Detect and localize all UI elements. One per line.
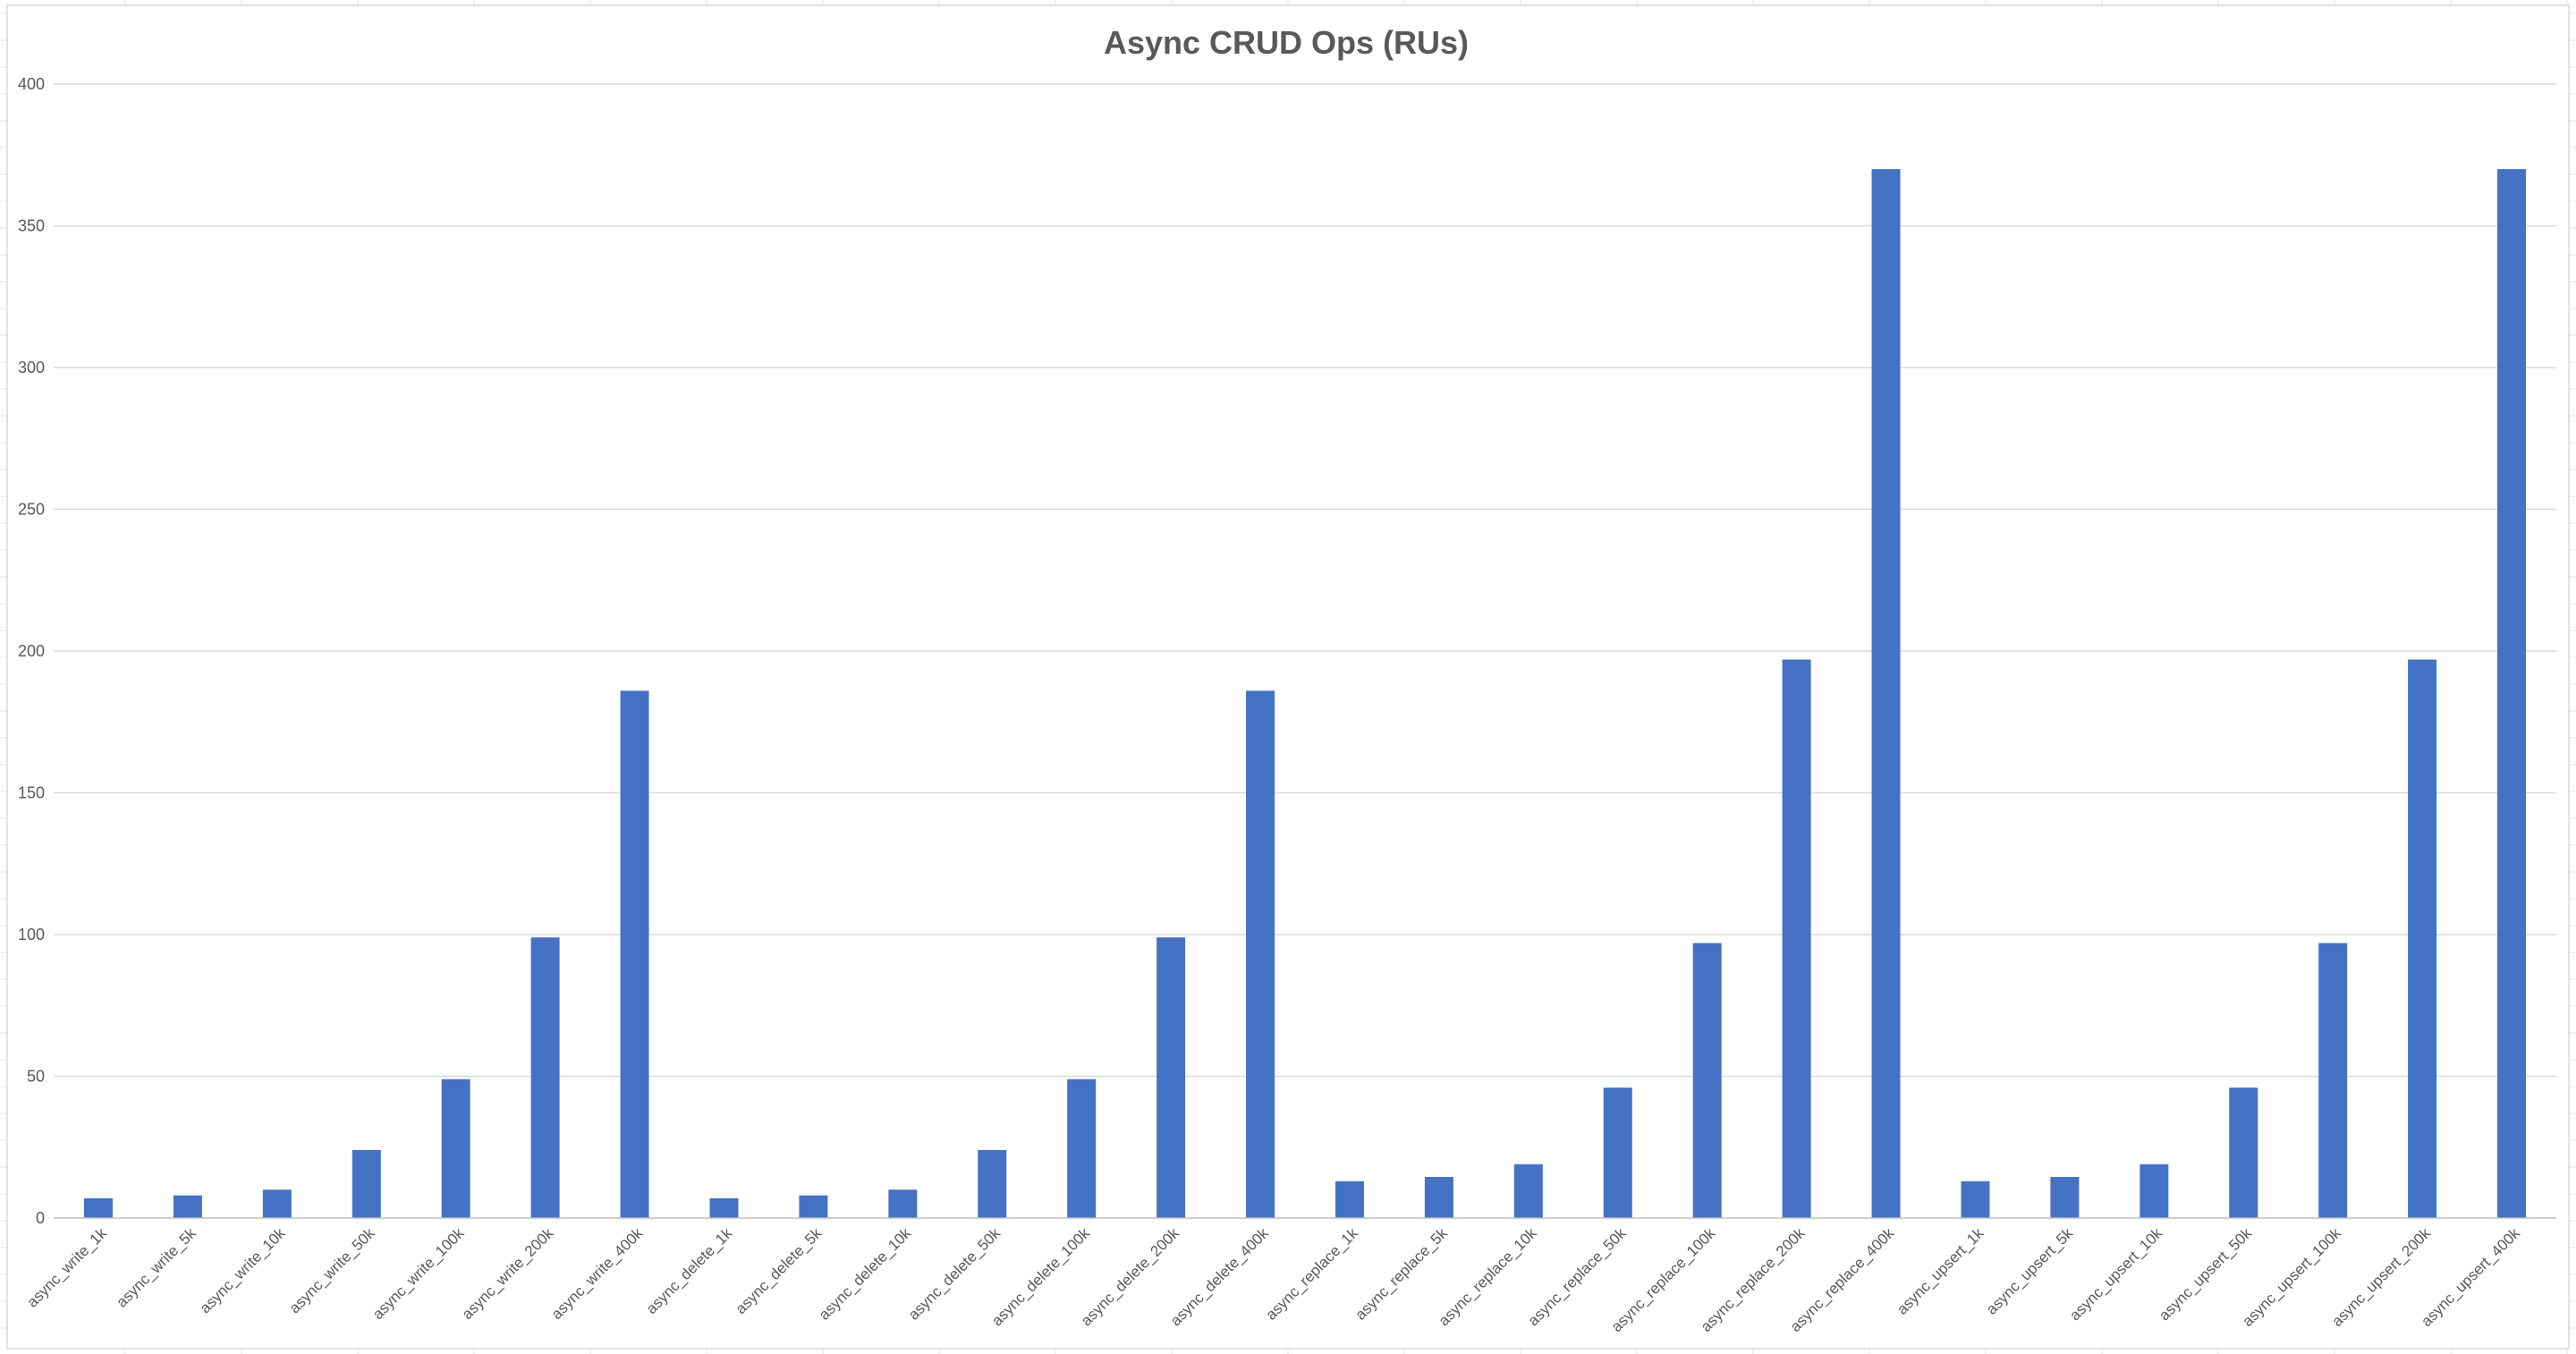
bar-async-write-1k xyxy=(83,1197,113,1218)
y-axis-tick-labels: 0 50 100 150 200 250 300 350 400 xyxy=(18,75,45,1227)
bar-async-delete-400k xyxy=(1246,690,1275,1218)
bar-async-upsert-10k xyxy=(2140,1164,2169,1218)
bar-async-replace-400k xyxy=(1871,169,1901,1219)
bar-async-upsert-5k xyxy=(2050,1177,2080,1218)
bar-async-replace-1k xyxy=(1335,1181,1364,1218)
y-tick-label: 350 xyxy=(18,217,45,235)
chart-area-border xyxy=(6,4,2570,1350)
bar-async-upsert-200k xyxy=(2408,659,2437,1218)
y-tick-label: 150 xyxy=(18,784,45,802)
bar-async-delete-100k xyxy=(1067,1079,1097,1218)
y-tick-label: 300 xyxy=(18,359,45,377)
bar-async-write-10k xyxy=(262,1189,292,1218)
bar-async-delete-10k xyxy=(888,1189,918,1218)
bar-async-upsert-100k xyxy=(2318,943,2348,1218)
y-tick-label: 0 xyxy=(36,1209,45,1227)
chart-title: Async CRUD Ops (RUs) xyxy=(1104,24,1469,61)
bar-async-write-200k xyxy=(530,937,560,1218)
bar-async-replace-5k xyxy=(1424,1177,1453,1218)
bar-async-write-400k xyxy=(620,690,649,1218)
y-tick-label: 200 xyxy=(18,642,45,660)
bar-async-write-100k xyxy=(441,1079,470,1218)
bar-async-upsert-400k xyxy=(2497,169,2527,1219)
bar-async-write-5k xyxy=(173,1195,202,1218)
bar-async-upsert-50k xyxy=(2229,1087,2258,1218)
bar-async-delete-200k xyxy=(1157,937,1186,1218)
y-tick-label: 400 xyxy=(18,75,45,93)
bar-async-delete-50k xyxy=(978,1149,1007,1218)
bar-async-upsert-1k xyxy=(1961,1181,1990,1218)
bar-async-delete-1k xyxy=(709,1197,739,1218)
bar-async-write-50k xyxy=(352,1149,381,1218)
y-tick-label: 50 xyxy=(27,1068,45,1086)
bars xyxy=(83,169,2527,1219)
bar-async-replace-10k xyxy=(1513,1164,1543,1218)
bar-async-replace-50k xyxy=(1603,1087,1632,1218)
y-tick-label: 250 xyxy=(18,501,45,519)
bar-async-replace-200k xyxy=(1782,659,1811,1218)
gridlines xyxy=(54,83,2556,1078)
y-tick-label: 100 xyxy=(18,926,45,944)
bar-async-replace-100k xyxy=(1692,943,1722,1218)
bar-async-delete-5k xyxy=(799,1195,828,1218)
